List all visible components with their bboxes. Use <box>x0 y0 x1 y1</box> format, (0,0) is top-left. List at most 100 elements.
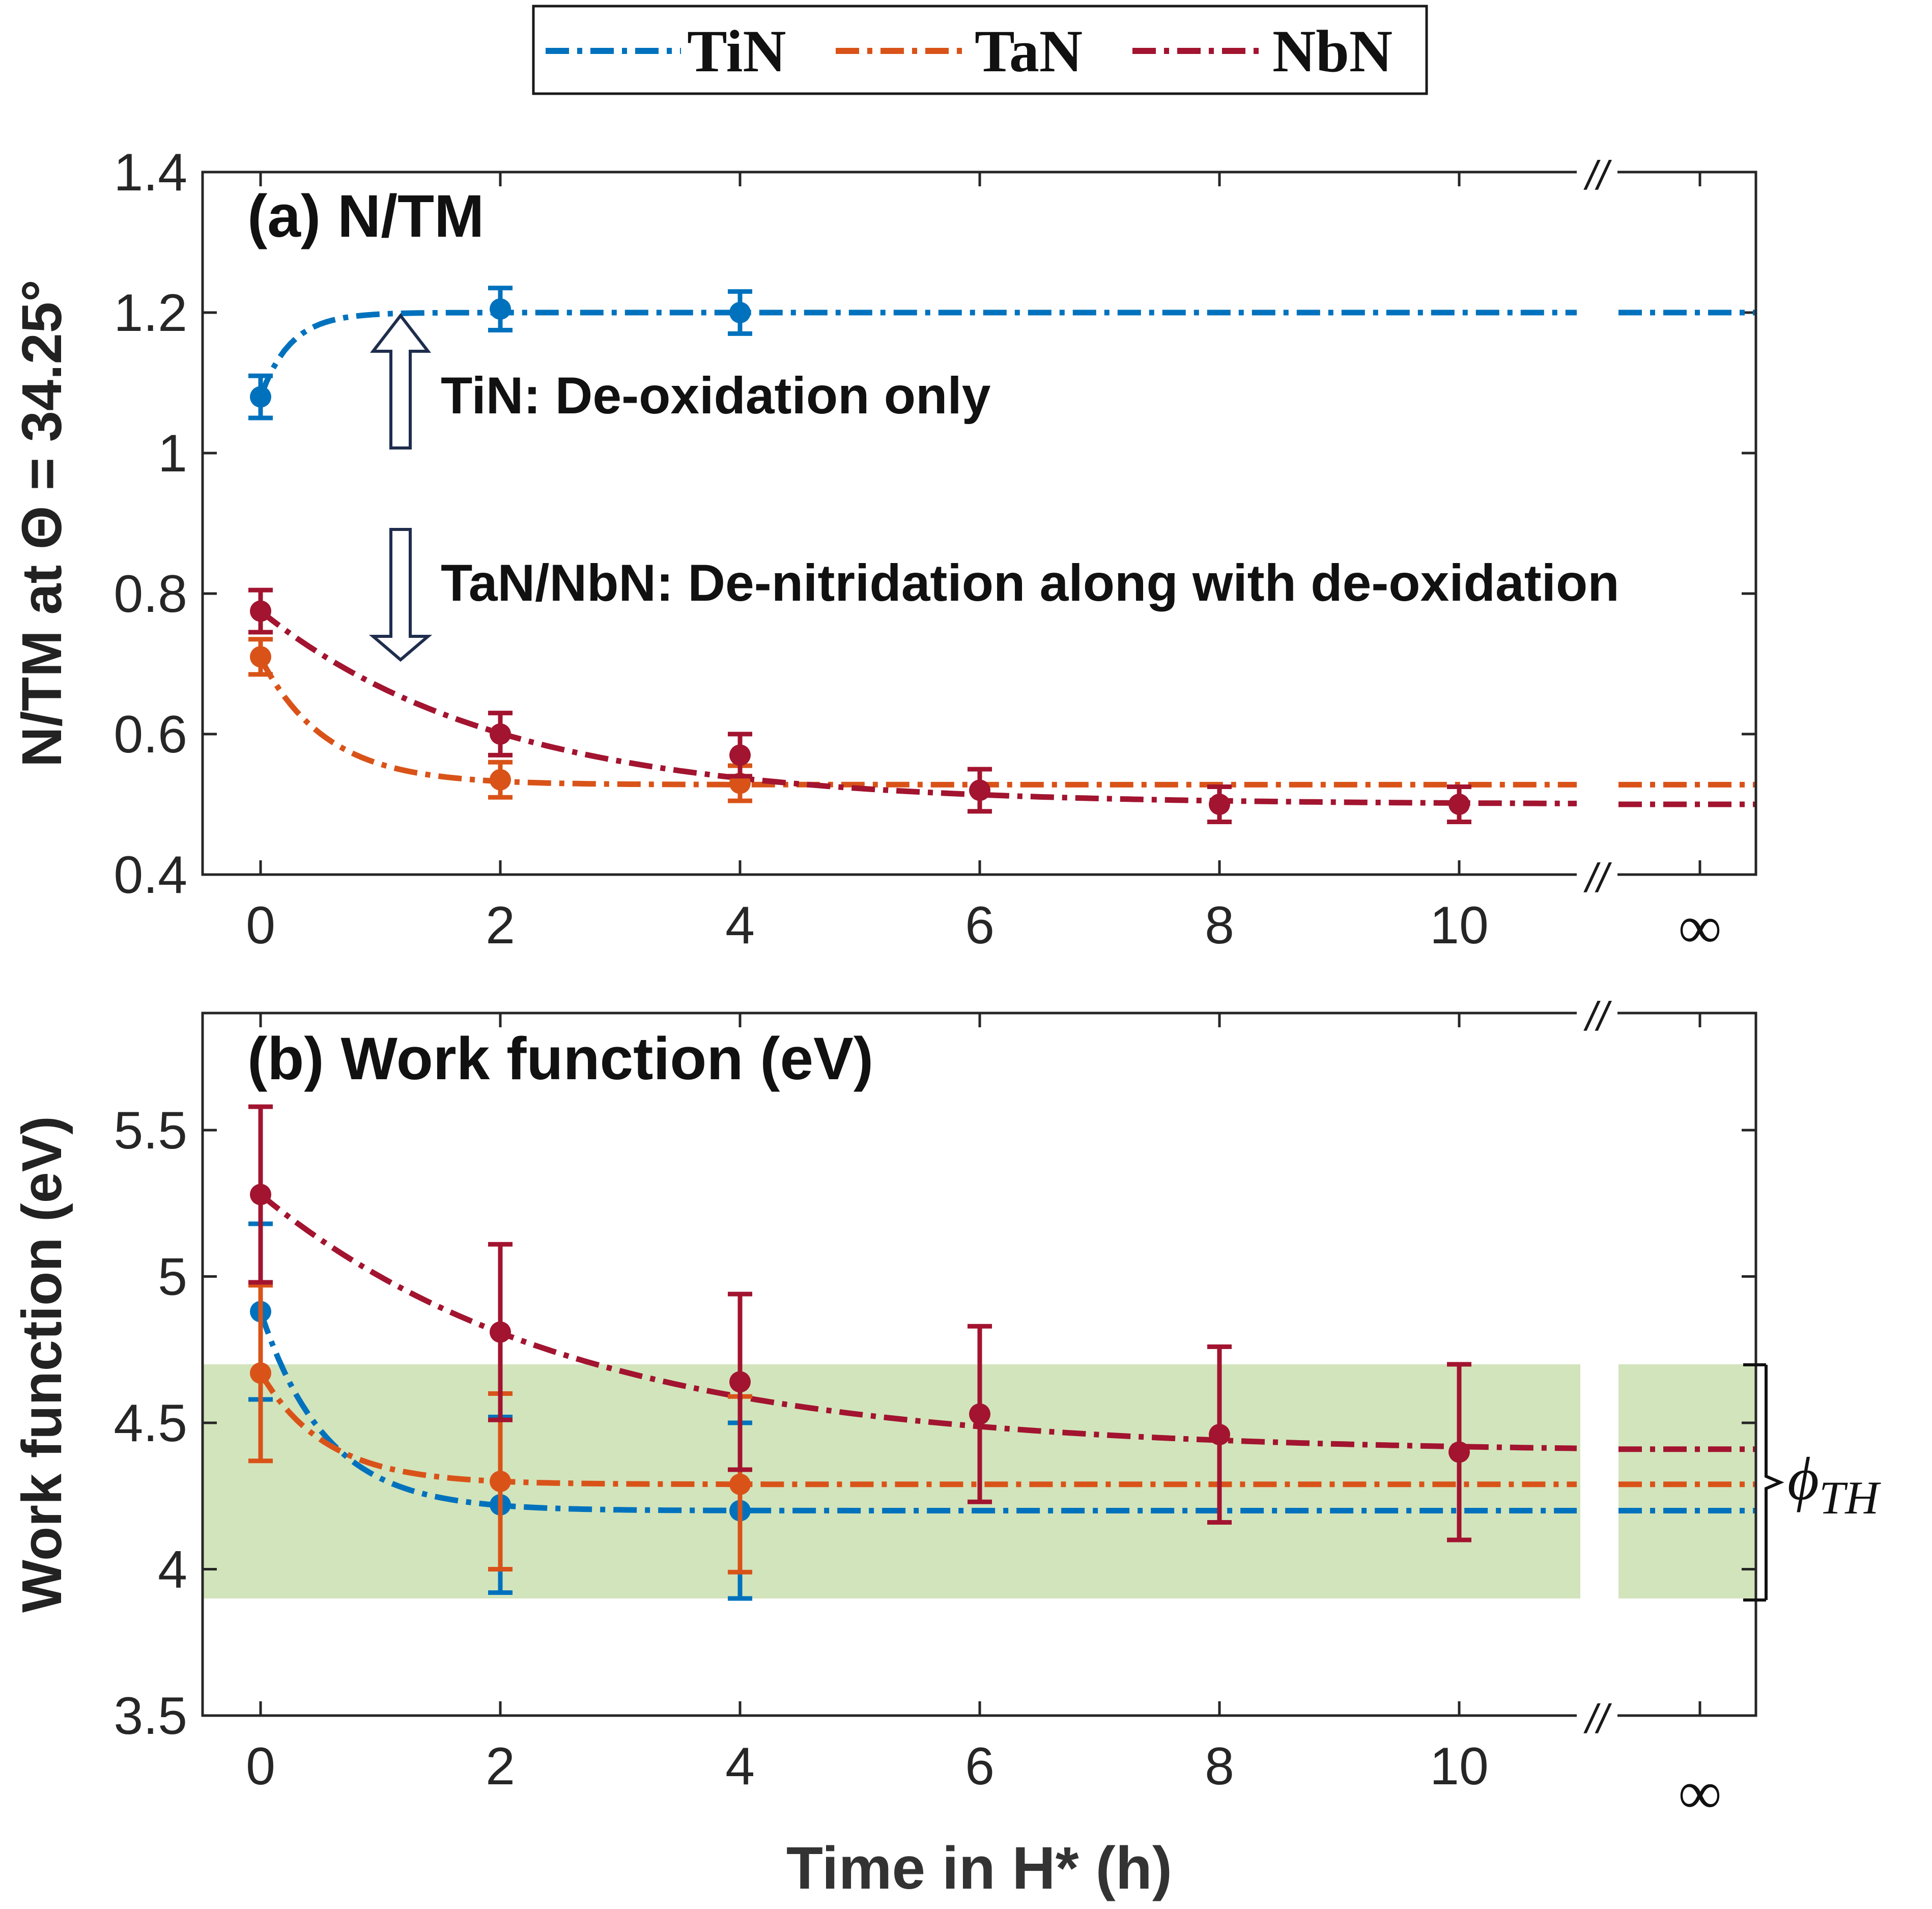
data-point-tin <box>248 373 273 420</box>
legend-label-nbn: NbN <box>1272 18 1393 85</box>
y-tick-label: 0.8 <box>113 565 187 624</box>
x-tick-label: 4 <box>725 896 755 955</box>
axis-break-mark-a-bottom: // <box>1583 855 1612 901</box>
marker <box>490 723 511 745</box>
x-tick-label: 2 <box>486 896 515 955</box>
y-axis-label-a: N/TM at Θ = 34.25° <box>11 279 73 767</box>
fit-curve-nbn <box>259 609 1577 806</box>
infinity-label-a: ∞ <box>1678 893 1722 961</box>
arrow-down-icon <box>368 528 433 662</box>
x-tick-label: 10 <box>1430 1737 1489 1796</box>
data-point-nbn <box>968 767 992 814</box>
threshold-band-left <box>203 1364 1580 1598</box>
y-tick-label: 5 <box>158 1248 187 1307</box>
marker <box>250 1184 271 1205</box>
marker <box>490 769 511 791</box>
legend-box <box>532 5 1428 95</box>
threshold-brace <box>1743 1363 1784 1602</box>
y-tick-label: 1 <box>158 424 187 483</box>
y-tick-label: 3.5 <box>113 1687 187 1746</box>
data-point-tan <box>248 637 273 677</box>
x-tick-label: 0 <box>246 1737 275 1796</box>
data-point-nbn <box>728 732 752 779</box>
data-point-tin <box>488 286 513 332</box>
axis-break-gap-a-bottom <box>1577 865 1617 884</box>
infinity-label-b: ∞ <box>1678 1759 1722 1827</box>
y-tick-label: 4.5 <box>113 1394 187 1453</box>
phi-symbol: ϕ <box>1787 1445 1819 1512</box>
marker <box>1209 1424 1230 1445</box>
marker <box>969 1403 990 1425</box>
data-point-nbn <box>728 1292 752 1472</box>
threshold-band-right <box>1618 1364 1756 1598</box>
data-point-nbn <box>248 587 273 635</box>
axis-break-mark-a-top: // <box>1583 153 1612 198</box>
data-point-nbn <box>1207 784 1232 824</box>
y-tick-label: 1.2 <box>113 284 187 343</box>
data-point-nbn <box>488 711 513 757</box>
y-axis-label-b: Work function (eV) <box>11 1116 73 1613</box>
panel-b-ticks: 3.5 4 4.5 5 5.5 0 2 4 6 8 10 <box>113 1013 1756 1796</box>
legend: TiN TaN NbN <box>532 5 1428 95</box>
marker <box>250 1362 271 1384</box>
data-point-nbn <box>488 1242 513 1422</box>
x-tick-label: 10 <box>1430 896 1489 955</box>
data-point-tan <box>488 760 513 800</box>
panel-a-fit-curves <box>258 310 1756 807</box>
marker <box>250 386 271 408</box>
marker <box>729 1473 751 1495</box>
legend-label-tan: TaN <box>975 18 1083 85</box>
data-point-nbn <box>1447 784 1471 824</box>
marker <box>729 1371 751 1393</box>
axis-break-gap-a-top <box>1577 163 1617 181</box>
fit-curve-tan <box>258 1371 1577 1487</box>
axis-break-mark-b-bottom: // <box>1583 1696 1612 1742</box>
axis-break-mark-b-top: // <box>1583 994 1612 1039</box>
fit-curve-nbn <box>259 1192 1577 1451</box>
x-tick-label: 2 <box>486 1737 515 1796</box>
panel-b-data-points <box>248 1104 1471 1601</box>
marker <box>729 744 751 766</box>
x-tick-label: 0 <box>246 896 275 955</box>
marker <box>250 600 271 622</box>
panel-a-data-points <box>248 286 1471 824</box>
annotation-tan-nbn: TaN/NbN: De-nitridation along with de-ox… <box>441 554 1620 612</box>
phi-subscript: TH <box>1819 1472 1881 1524</box>
marker <box>729 302 751 323</box>
marker <box>1209 794 1230 815</box>
fit-curve-tin <box>258 310 1577 398</box>
y-tick-label: 0.6 <box>113 705 187 764</box>
arrow-up-icon <box>370 313 432 450</box>
marker <box>1448 1441 1470 1463</box>
marker <box>490 298 511 320</box>
panel-b-fit-curves <box>258 1192 1756 1513</box>
data-point-nbn <box>248 1104 273 1285</box>
threshold-band-label: ϕTH <box>1787 1445 1881 1524</box>
data-point-tin <box>728 289 752 336</box>
fit-curve-tan <box>258 657 1577 788</box>
data-point-nbn <box>968 1324 992 1504</box>
y-tick-label: 5.5 <box>113 1101 187 1160</box>
x-tick-label: 6 <box>965 1737 995 1796</box>
axis-break-gap-b-bottom <box>1577 1706 1617 1725</box>
data-point-tan <box>488 1391 513 1571</box>
annotation-tin: TiN: De-oxidation only <box>441 367 991 425</box>
marker <box>969 779 990 801</box>
threshold-band <box>203 1364 1756 1598</box>
data-point-nbn <box>1207 1344 1232 1525</box>
fit-curve-tin <box>258 1310 1577 1513</box>
data-point-tan <box>248 1283 273 1464</box>
panel-a: 0.4 0.6 0.8 1 1.2 1.4 0 2 4 6 8 10 // // (a) N/TM N… <box>11 143 1757 961</box>
panel-label-a: (a) N/TM <box>247 183 484 250</box>
legend-label-tin: TiN <box>687 18 786 85</box>
x-axis-label: Time in H* (h) <box>786 1835 1172 1902</box>
marker <box>250 646 271 668</box>
y-tick-label: 0.4 <box>113 846 187 905</box>
y-tick-label: 4 <box>158 1540 187 1599</box>
x-tick-label: 6 <box>965 896 995 955</box>
panel-a-ticks: 0.4 0.6 0.8 1 1.2 1.4 0 2 4 6 8 10 <box>113 143 1756 955</box>
marker <box>490 1471 511 1492</box>
x-tick-label: 8 <box>1205 1737 1234 1796</box>
annotation-bg-2 <box>438 557 1733 619</box>
